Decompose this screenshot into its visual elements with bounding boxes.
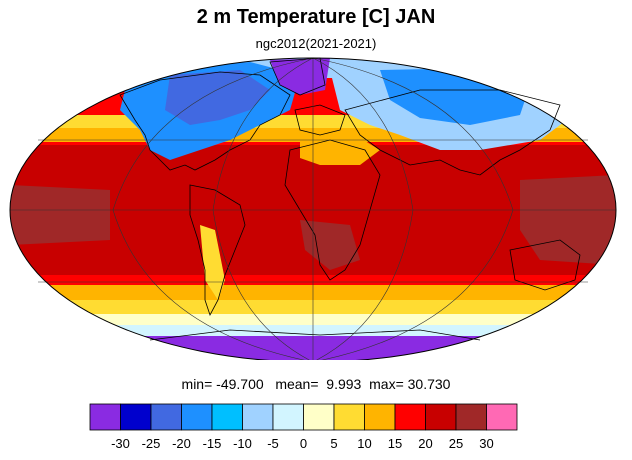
page-title: 2 m Temperature [C] JAN (196, 6, 436, 28)
australia-outline (509, 239, 581, 291)
colorbar-tick-label: 5 (330, 436, 337, 451)
stat-mean-label: mean= (275, 376, 319, 392)
colorbar-tick-label: 15 (388, 436, 402, 451)
sahara-warm (300, 138, 380, 165)
colorbar-swatch (242, 403, 274, 431)
grid-meridian-far-west (112, 57, 314, 360)
graticule (10, 57, 616, 360)
colorbar-tick-label: 10 (357, 436, 371, 451)
europe-outline (294, 104, 346, 136)
colorbar-swatch (425, 403, 457, 431)
stat-mean-value: 9.993 (326, 376, 362, 392)
colorbar-swatches (89, 403, 518, 431)
stat-max-label: max= (369, 376, 404, 392)
colorbar-tick-label: 25 (449, 436, 463, 451)
colorbar-swatch (364, 403, 396, 431)
western-pacific-hottest (520, 175, 616, 265)
north-america-outline (119, 71, 291, 171)
colorbar-swatch (181, 403, 213, 431)
stat-max-value: 30.730 (407, 376, 451, 392)
colorbar-tick-label: -10 (233, 436, 252, 451)
colorbar-tick-label: -15 (203, 436, 222, 451)
page-subtitle: ngc2012(2021-2021) (255, 36, 377, 51)
south-america-outline (189, 184, 246, 317)
colorbar-swatch (211, 403, 243, 431)
grid-meridian-east (312, 57, 414, 360)
world-map (9, 57, 617, 360)
grid-meridian-west (212, 57, 314, 360)
colorbar-tick-label: -25 (142, 436, 161, 451)
east-pacific-hottest (10, 185, 110, 245)
stat-min-label: min= (181, 376, 213, 392)
greenland-cold (270, 58, 330, 95)
colorbar-swatch (303, 403, 335, 431)
colorbar-tick-label: 30 (479, 436, 493, 451)
colorbar-tick-label: 0 (300, 436, 307, 451)
colorbar-swatch (89, 403, 121, 431)
africa-hottest (300, 220, 360, 270)
colorbar-swatch (333, 403, 365, 431)
north-america-very-cold (165, 70, 270, 125)
colorbar-tick-label: -30 (111, 436, 130, 451)
colorbar-swatch (120, 403, 152, 431)
grid-meridian-far-east (312, 57, 514, 360)
colorbar-tick-label: -5 (267, 436, 279, 451)
antarctica-outline (149, 329, 481, 341)
colorbar-swatch (150, 403, 182, 431)
colorbar-tick-label: -20 (172, 436, 191, 451)
colorbar-tick-label: 20 (418, 436, 432, 451)
andes-cool (200, 225, 225, 300)
asia-outline (344, 89, 561, 176)
globe-border (9, 57, 617, 360)
stat-min-value: -49.700 (216, 376, 264, 392)
colorbar-swatch (455, 403, 487, 431)
colorbar-swatch (394, 403, 426, 431)
colorbar-swatch (272, 403, 304, 431)
field-statistics: min= -49.700 mean= 9.993 max= 30.730 (0, 376, 632, 392)
colorbar-swatch (486, 403, 518, 431)
colorbar-ticks: -30 -25 -20 -15 -10 -5 0 5 10 15 20 25 30 (111, 436, 494, 451)
